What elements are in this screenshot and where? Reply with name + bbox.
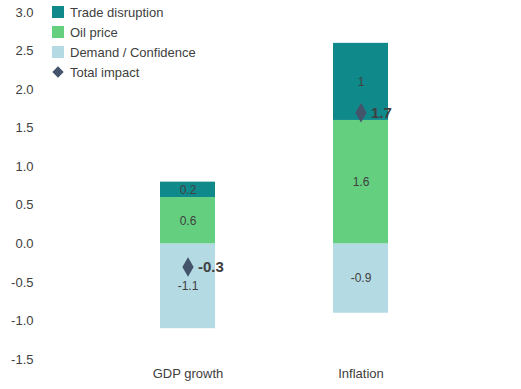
svg-text:-0.5: -0.5 [11, 275, 33, 290]
svg-text:1.6: 1.6 [353, 175, 370, 189]
svg-text:0.2: 0.2 [180, 183, 197, 197]
html-text:Trade disruption: Trade disruption [70, 4, 164, 20]
svg-text:0.6: 0.6 [180, 214, 197, 228]
svg-text:2.5: 2.5 [15, 43, 33, 58]
svg-text:-1.5: -1.5 [11, 352, 33, 367]
svg-text:Inflation: Inflation [338, 366, 384, 381]
svg-text:-0.3: -0.3 [198, 258, 224, 275]
svg-text:-1.0: -1.0 [11, 313, 33, 328]
html-text:Demand / Confidence: Demand / Confidence [70, 44, 196, 60]
html-text:Oil price: Oil price [70, 24, 118, 40]
svg-text:0.0: 0.0 [15, 236, 33, 251]
svg-text:2.0: 2.0 [15, 82, 33, 97]
html-text:Total impact: Total impact [70, 64, 140, 80]
svg-text:1.5: 1.5 [15, 120, 33, 135]
svg-text:-1.1: -1.1 [178, 279, 199, 293]
svg-text:-0.9: -0.9 [351, 271, 372, 285]
svg-text:3.0: 3.0 [15, 5, 33, 20]
svg-text:GDP growth: GDP growth [153, 366, 224, 381]
svg-text:1: 1 [358, 75, 365, 89]
svg-text:1.7: 1.7 [371, 104, 392, 121]
svg-text:1.0: 1.0 [15, 159, 33, 174]
svg-text:0.5: 0.5 [15, 197, 33, 212]
